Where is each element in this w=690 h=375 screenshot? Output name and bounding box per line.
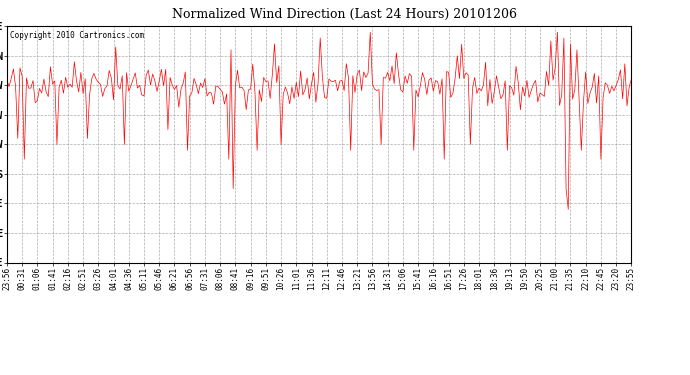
Text: Normalized Wind Direction (Last 24 Hours) 20101206: Normalized Wind Direction (Last 24 Hours… [172, 8, 518, 21]
Text: Copyright 2010 Cartronics.com: Copyright 2010 Cartronics.com [10, 31, 144, 40]
